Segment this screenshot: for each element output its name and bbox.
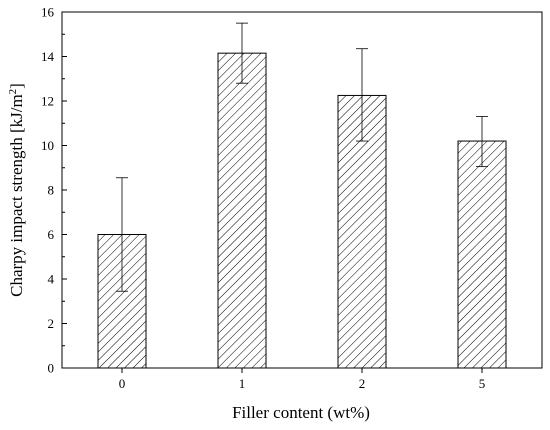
y-axis-title: Charpy impact strength [kJ/m2] [7, 83, 26, 297]
y-tick-label: 0 [48, 361, 55, 376]
y-tick-label: 12 [41, 94, 54, 109]
x-tick-label: 2 [359, 376, 366, 391]
x-axis-ticks: 0 1 2 5 [119, 368, 486, 391]
bar [217, 52, 267, 369]
y-axis-ticks: 0 2 4 6 8 10 12 14 16 [41, 5, 67, 376]
x-tick-label: 0 [119, 376, 126, 391]
x-tick-label: 1 [239, 376, 246, 391]
bar [457, 140, 507, 369]
error-bars [116, 22, 488, 292]
y-tick-label: 8 [48, 183, 55, 198]
y-tick-label: 10 [41, 138, 54, 153]
x-axis-title: Filler content (wt%) [232, 403, 370, 422]
bars [97, 52, 507, 369]
y-tick-label: 14 [41, 49, 55, 64]
y-tick-label: 2 [48, 316, 55, 331]
y-tick-label: 16 [41, 5, 55, 20]
x-tick-label: 5 [479, 376, 486, 391]
y-tick-label: 4 [48, 272, 55, 287]
y-tick-label: 6 [48, 227, 55, 242]
